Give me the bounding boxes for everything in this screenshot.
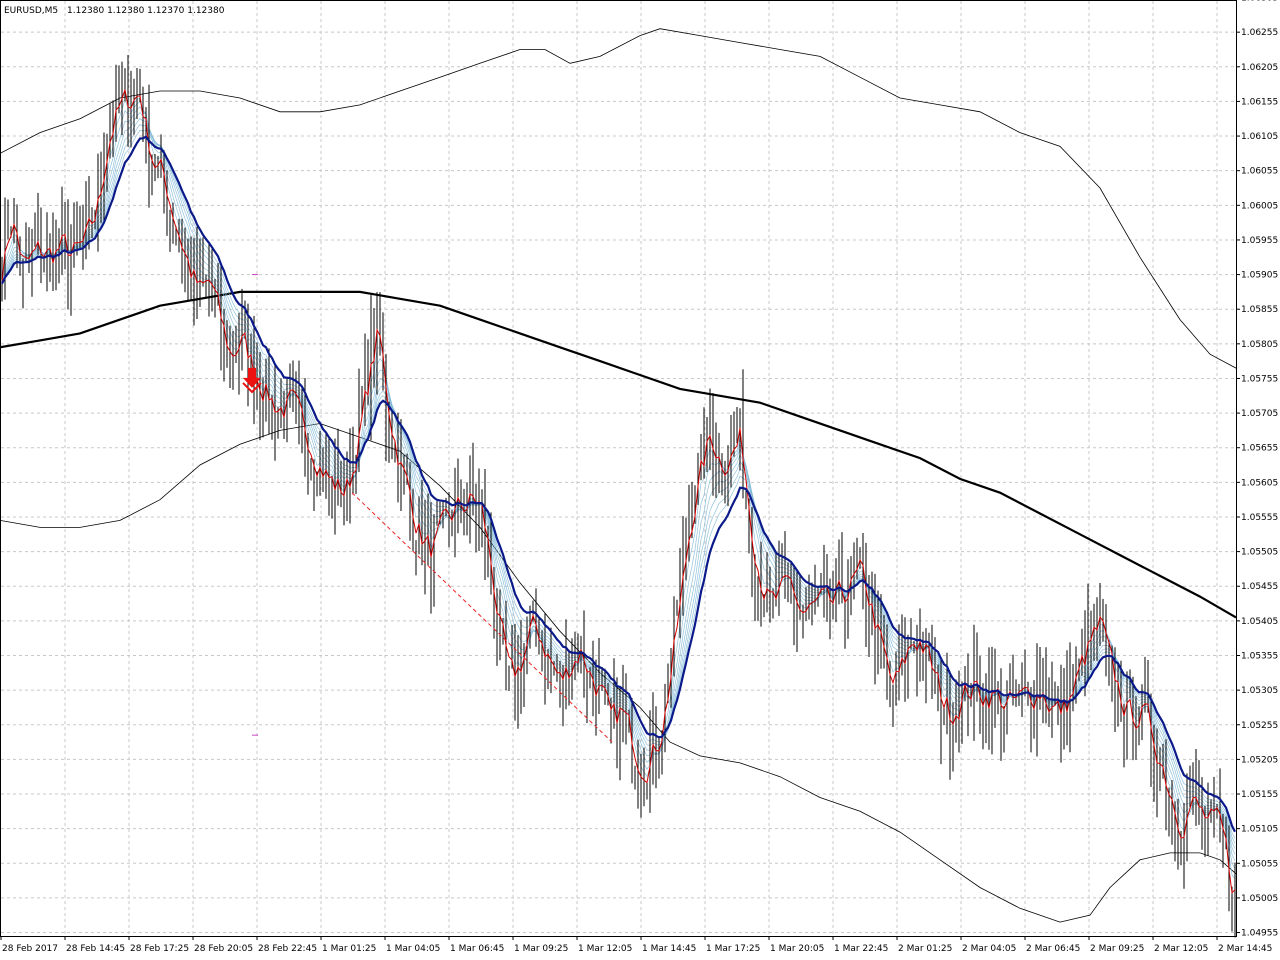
moving-averages (1, 89, 1236, 894)
x-tick-label: 28 Feb 17:25 (130, 944, 189, 954)
x-tick-label: 1 Mar 17:25 (706, 944, 760, 954)
y-tick-label: 1.05155 (1241, 790, 1278, 800)
symbol-label: EURUSD,M5 (4, 6, 58, 16)
y-tick-label: 1.06255 (1241, 28, 1278, 38)
price-axis[interactable]: 1.06305 1.06255 1.06205 1.06155 1.06105 1.060… (1236, 0, 1278, 939)
fast-ma-line (1, 89, 1236, 894)
upper-band-line (0, 28, 1237, 369)
y-tick-label: 1.05605 (1241, 478, 1278, 488)
sell-arrow-icon (243, 367, 261, 388)
y-tick-label: 1.06155 (1241, 97, 1278, 107)
y-tick-label: 1.06055 (1241, 167, 1278, 177)
x-tick-label: 1 Mar 09:25 (514, 944, 568, 954)
x-tick-label: 2 Mar 12:05 (1154, 944, 1208, 954)
y-tick-label: 1.05405 (1241, 617, 1278, 627)
chart-title: EURUSD,M5 1.12380 1.12380 1.12370 1.1238… (4, 6, 225, 16)
long-ma-line (0, 290, 1237, 619)
y-tick-label: 1.04955 (1241, 929, 1278, 939)
y-tick-label: 1.05055 (1241, 859, 1278, 869)
y-tick-label: 1.06105 (1241, 132, 1278, 142)
lower-band-line (0, 423, 1237, 923)
plot-frame (0, 0, 1237, 937)
x-tick-label: 28 Feb 14:45 (66, 944, 125, 954)
ohlc-readout: 1.12380 1.12380 1.12370 1.12380 (67, 6, 225, 16)
sell-chevron-icon (242, 382, 262, 394)
y-tick-label: 1.05955 (1241, 236, 1278, 246)
x-tick-label: 1 Mar 22:45 (834, 944, 888, 954)
y-tick-label: 1.05455 (1241, 582, 1278, 592)
y-tick-label: 1.05205 (1241, 755, 1278, 765)
y-tick-label: 1.05005 (1241, 894, 1278, 904)
x-tick-label: 1 Mar 14:45 (642, 944, 696, 954)
x-tick-label: 28 Feb 22:45 (258, 944, 317, 954)
y-tick-label: 1.06005 (1241, 201, 1278, 211)
y-tick-label: 1.06205 (1241, 63, 1278, 73)
time-axis[interactable]: 28 Feb 2017 28 Feb 14:45 28 Feb 17:25 28 Fe… (0, 936, 1272, 954)
signal-markers (242, 274, 613, 743)
x-tick-label: 1 Mar 01:25 (322, 944, 376, 954)
y-tick-label: 1.05755 (1241, 374, 1278, 384)
x-tick-label: 28 Feb 2017 (2, 944, 58, 954)
x-tick-label: 2 Mar 09:25 (1090, 944, 1144, 954)
x-tick-label: 2 Mar 01:25 (898, 944, 952, 954)
y-tick-label: 1.05655 (1241, 444, 1278, 454)
y-tick-label: 1.05505 (1241, 548, 1278, 558)
y-tick-label: 1.05355 (1241, 652, 1278, 662)
y-tick-label: 1.05305 (1241, 686, 1278, 696)
y-tick-label: 1.05855 (1241, 305, 1278, 315)
x-tick-label: 1 Mar 04:05 (386, 944, 440, 954)
x-tick-label: 2 Mar 04:05 (962, 944, 1016, 954)
x-tick-label: 1 Mar 20:05 (770, 944, 824, 954)
x-tick-label: 2 Mar 06:45 (1026, 944, 1080, 954)
x-tick-label: 1 Mar 06:45 (450, 944, 504, 954)
x-tick-label: 1 Mar 12:05 (578, 944, 632, 954)
slow-ma-line (1, 135, 1236, 833)
x-tick-label: 2 Mar 14:45 (1218, 944, 1272, 954)
y-tick-label: 1.05705 (1241, 409, 1278, 419)
y-tick-label: 1.06305 (1241, 0, 1278, 4)
y-tick-label: 1.05555 (1241, 513, 1278, 523)
envelope-bands (0, 28, 1237, 923)
y-tick-label: 1.05905 (1241, 271, 1278, 281)
y-tick-label: 1.05105 (1241, 825, 1278, 835)
x-tick-label: 28 Feb 20:05 (194, 944, 253, 954)
y-tick-label: 1.05805 (1241, 340, 1278, 350)
y-tick-label: 1.05255 (1241, 721, 1278, 731)
